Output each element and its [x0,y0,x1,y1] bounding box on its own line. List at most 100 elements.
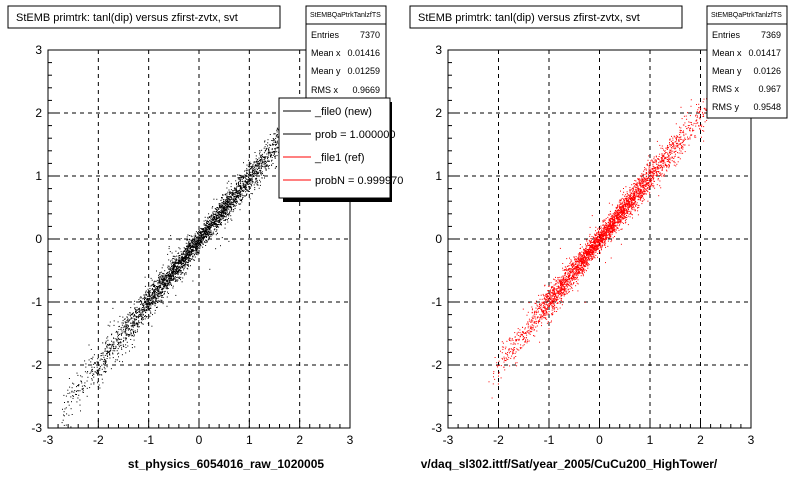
left-x-tick-label: -3 [43,433,54,447]
right-scatter-point [698,117,700,119]
right-scatter-point [704,112,706,114]
right-scatter-point [690,134,692,136]
left-scatter-point [175,271,176,273]
left-scatter-point [196,240,198,242]
left-scatter-point [183,250,185,252]
right-scatter-point [646,189,648,191]
left-scatter-point [124,321,126,323]
left-scatter-point [76,386,77,388]
left-scatter-point [263,152,265,154]
left-scatter-point [161,299,163,301]
right-scatter-point [634,200,636,202]
left-scatter-point [247,180,249,182]
left-scatter-point [254,169,256,171]
left-scatter-point [87,371,89,372]
left-scatter-point [210,230,212,232]
left-scatter-point [209,229,211,230]
left-scatter-point [133,323,134,325]
left-scatter-point [186,250,188,252]
left-scatter-point [264,141,266,143]
left-scatter-point [215,231,217,232]
right-scatter-point [639,179,641,181]
left-scatter-point [121,334,122,336]
left-scatter-point [91,366,93,368]
left-scatter-point [230,203,232,205]
left-scatter-point [146,294,148,296]
right-scatter-point [604,238,606,240]
left-scatter-point [170,282,172,284]
left-scatter-point [105,342,107,344]
left-scatter-point [166,287,168,289]
right-scatter-point [635,183,637,185]
left-scatter-point [156,294,158,296]
left-scatter-point [81,376,83,378]
left-scatter-point [221,218,223,220]
left-scatter-point [264,146,266,148]
right-scatter-point [559,301,560,303]
left-scatter-point [212,231,214,233]
left-scatter-point [105,360,107,362]
left-scatter-point [238,185,240,187]
left-scatter-point [152,283,154,285]
left-scatter-point [184,257,186,259]
right-scatter-point [626,206,628,208]
left-scatter-point [220,205,222,207]
left-scatter-point [195,250,197,252]
left-scatter-point [170,267,172,269]
left-scatter-point [276,155,278,157]
left-scatter-point [148,306,150,308]
right-scatter-point [674,153,676,155]
left-scatter-point [179,255,181,256]
left-scatter-point [209,227,211,229]
left-scatter-point [182,254,184,256]
left-scatter-point [199,237,200,239]
left-scatter-point [234,189,236,191]
left-scatter-point [203,235,205,237]
right-scatter-point [597,248,599,250]
left-scatter-point [255,173,257,174]
left-scatter-point [161,283,162,285]
left-scatter-point [155,300,157,302]
left-scatter-point [149,298,151,299]
left-scatter-point [234,207,236,209]
left-scatter-point [251,181,253,183]
left-scatter-point [216,212,218,214]
left-scatter-point [94,363,96,365]
left-scatter-point [154,297,156,299]
left-scatter-point [258,172,259,174]
right-scatter-point [602,225,604,226]
left-scatter-point [227,200,229,202]
left-scatter-point [240,177,242,179]
left-scatter-point [239,191,241,193]
left-scatter-point [226,209,228,211]
left-scatter-point [200,233,202,235]
left-scatter-point [236,190,238,192]
left-scatter-point [234,200,235,202]
right-scatter-point [615,225,617,227]
left-scatter-point [118,346,120,348]
right-scatter-point [508,350,510,352]
right-scatter-point [667,153,669,155]
right-scatter-point [529,333,531,335]
left-scatter-point [167,267,169,269]
left-scatter-point [269,152,271,153]
left-scatter-point [276,166,277,167]
right-scatter-point [540,315,542,317]
left-scatter-point [204,228,206,230]
left-scatter-point [246,190,248,192]
left-scatter-point [147,323,149,324]
left-scatter-point [127,328,129,330]
right-scatter-point [605,236,607,238]
left-scatter-point [222,208,224,210]
left-scatter-point [208,233,210,235]
left-scatter-point [117,338,119,340]
left-scatter-point [183,268,185,270]
right-scatter-point [619,207,621,209]
right-scatter-point [581,262,583,263]
left-scatter-point [154,290,156,292]
right-scatter-point [573,265,574,267]
left-scatter-point [176,270,177,272]
left-scatter-point [102,360,104,362]
left-scatter-point [167,284,169,286]
